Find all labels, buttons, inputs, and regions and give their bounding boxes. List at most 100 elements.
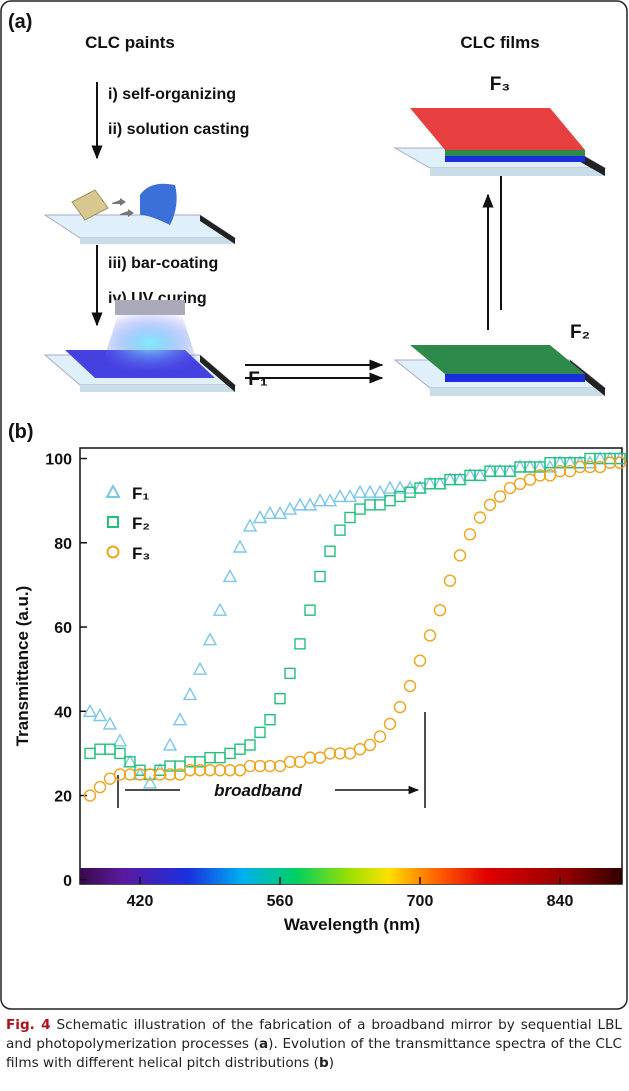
marker-triangle	[282, 501, 298, 515]
marker-circle	[283, 755, 297, 769]
marker-circle	[333, 747, 347, 760]
marker-triangle	[292, 497, 308, 511]
figure-frame	[0, 0, 628, 1010]
x-tick-label: 700	[407, 893, 434, 910]
marker-square	[314, 570, 326, 583]
spectrum-bar	[80, 868, 622, 884]
step: iii) bar-coating	[108, 255, 218, 272]
marker-circle	[133, 768, 147, 781]
legend-marker	[106, 545, 120, 559]
marker-square	[84, 747, 96, 760]
marker-circle	[93, 780, 107, 794]
marker-square	[294, 638, 306, 650]
marker-triangle	[162, 737, 178, 751]
marker-square	[284, 667, 296, 680]
marker-square	[614, 452, 626, 465]
marker-triangle	[212, 602, 228, 616]
marker-triangle	[372, 484, 388, 498]
panel-label: (b)	[8, 421, 34, 443]
marker-circle	[253, 759, 267, 773]
marker-circle	[463, 528, 477, 541]
y-tick-label: 0	[63, 873, 72, 890]
marker-circle	[413, 654, 427, 667]
marker-triangle	[272, 505, 288, 519]
marker-square	[334, 524, 346, 536]
marker-circle	[183, 764, 197, 777]
marker-triangle	[352, 484, 368, 498]
marker-triangle	[362, 484, 378, 498]
marker-circle	[423, 629, 437, 642]
substrate	[43, 183, 237, 244]
panel-b: (b) broadband Wavelength (nm) Transmitta…	[8, 421, 628, 934]
marker-circle	[553, 464, 567, 478]
marker-square	[354, 503, 366, 515]
marker-square	[94, 743, 106, 755]
marker-square	[254, 726, 266, 739]
caption-label: Fig. 4	[6, 1017, 51, 1033]
marker-triangle	[252, 510, 268, 524]
substrate	[393, 108, 607, 176]
marker-circle	[433, 603, 447, 617]
legend-label: F₃	[132, 544, 150, 563]
y-tick-label: 20	[54, 789, 72, 806]
marker-triangle	[262, 505, 278, 519]
marker-triangle	[232, 539, 248, 553]
x-tick-label: 560	[267, 893, 294, 910]
legend-label: F₁	[132, 484, 149, 503]
film-label: F₂	[570, 322, 590, 343]
marker-circle	[533, 469, 547, 482]
marker-circle	[153, 768, 167, 781]
marker-circle	[163, 768, 177, 781]
marker-triangle	[222, 569, 238, 583]
marker-triangle	[342, 488, 358, 503]
heading: CLC films	[460, 33, 539, 52]
legend-marker	[105, 483, 121, 498]
marker-triangle	[92, 708, 108, 722]
panel-a: (a) CLC paints i) self-organizing ii) so…	[8, 11, 607, 396]
marker-circle	[443, 574, 457, 587]
marker-square	[304, 604, 316, 616]
marker-circle	[83, 789, 97, 802]
marker-circle	[483, 498, 497, 512]
marker-square	[344, 511, 356, 524]
marker-triangle	[312, 493, 328, 507]
caption-ref: b	[318, 1055, 329, 1071]
marker-triangle	[302, 497, 318, 511]
caption-text: ). Evolution of the transmittance spectr…	[6, 1036, 622, 1071]
marker-circle	[303, 751, 317, 764]
marker-square	[374, 499, 386, 511]
y-tick-label: 80	[54, 536, 72, 553]
marker-triangle	[542, 459, 558, 473]
marker-circle	[113, 768, 127, 781]
substrate	[43, 300, 237, 392]
heading: CLC paints	[85, 33, 175, 52]
marker-circle	[223, 764, 237, 777]
x-axis-title: Wavelength (nm)	[284, 915, 420, 934]
marker-circle	[263, 759, 277, 773]
marker-square	[224, 747, 236, 760]
film-label: F₃	[490, 74, 510, 95]
marker-circle	[573, 460, 587, 474]
film-label: F₁	[248, 369, 268, 390]
caption: Fig. 4 Schematic illustration of the fab…	[6, 1016, 622, 1073]
y-tick-label: 40	[54, 704, 72, 721]
marker-circle	[613, 456, 627, 469]
step: ii) solution casting	[108, 121, 249, 138]
x-tick-label: 840	[547, 893, 574, 910]
marker-circle	[603, 456, 617, 469]
step: i) self-organizing	[108, 86, 236, 103]
marker-triangle	[202, 632, 218, 646]
plot-frame	[79, 447, 623, 885]
marker-triangle	[322, 493, 338, 507]
legend-marker	[107, 516, 119, 528]
marker-circle	[213, 764, 227, 777]
marker-triangle	[382, 480, 398, 494]
marker-circle	[143, 768, 157, 781]
marker-circle	[323, 747, 337, 760]
figure: (a) CLC paints i) self-organizing ii) so…	[0, 0, 628, 1010]
marker-circle	[403, 679, 417, 693]
marker-square	[124, 756, 136, 768]
marker-circle	[493, 490, 507, 503]
marker-square	[264, 714, 276, 726]
